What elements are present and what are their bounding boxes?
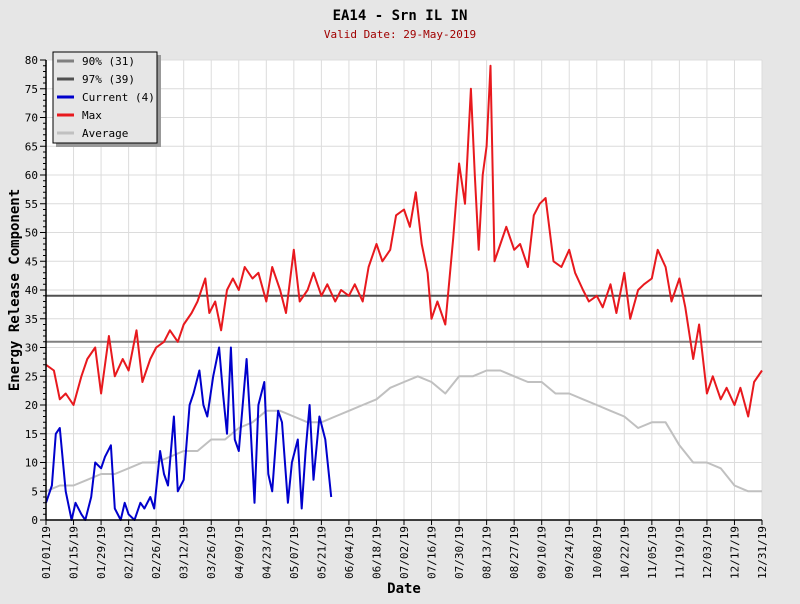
- series-lines: [45, 64, 763, 521]
- legend-label: Max: [82, 109, 102, 122]
- series-line-current: [45, 346, 333, 521]
- x-tick-label: 04/23/19: [260, 526, 273, 579]
- x-tick-label: 11/05/19: [646, 526, 659, 579]
- x-tick-label: 07/16/19: [426, 526, 439, 579]
- x-tick-label: 06/04/19: [343, 526, 356, 579]
- y-axis-label: Energy Release Component: [7, 189, 23, 391]
- series-line-average: [45, 369, 762, 493]
- series-line-max: [45, 64, 763, 418]
- legend-label: 97% (39): [82, 73, 135, 86]
- y-tick-label: 20: [25, 399, 38, 412]
- x-tick-label: 07/02/19: [398, 526, 411, 579]
- grid: [45, 59, 763, 521]
- y-tick-label: 60: [25, 169, 38, 182]
- y-tick-label: 50: [25, 227, 38, 240]
- x-tick-label: 11/19/19: [673, 526, 686, 579]
- y-tick-label: 75: [25, 83, 38, 96]
- y-tick-label: 45: [25, 255, 38, 268]
- y-tick-label: 55: [25, 198, 38, 211]
- y-tick-label: 30: [25, 342, 38, 355]
- y-tick-label: 35: [25, 313, 38, 326]
- axes: 0 5 10 15 20 25 30 35 40 45 50 55 60 65 70 75 80 01/01/19…: [25, 54, 769, 579]
- y-tick-label: 80: [25, 54, 38, 67]
- y-tick-label: 40: [25, 284, 38, 297]
- y-tick-label: 70: [25, 112, 38, 125]
- x-tick-label: 07/30/19: [453, 526, 466, 579]
- x-tick-label: 03/26/19: [205, 526, 218, 579]
- x-tick-label: 01/29/19: [95, 526, 108, 579]
- reference-lines: [46, 294, 762, 343]
- x-tick-label: 09/10/19: [536, 526, 549, 579]
- x-tick-label: 12/17/19: [728, 526, 741, 579]
- x-tick-label: 08/13/19: [481, 526, 494, 579]
- x-tick-label: 08/27/19: [508, 526, 521, 579]
- y-tick-label: 15: [25, 428, 38, 441]
- y-tick-label: 65: [25, 140, 38, 153]
- x-tick-label: 02/26/19: [150, 526, 163, 579]
- x-tick-label: 01/15/19: [68, 526, 81, 579]
- legend-label: 90% (31): [82, 55, 135, 68]
- x-tick-label: 10/08/19: [591, 526, 604, 579]
- x-tick-label: 02/12/19: [123, 526, 136, 579]
- chart-subtitle: Valid Date: 29-May-2019: [324, 28, 476, 41]
- y-tick-label: 25: [25, 370, 38, 383]
- x-tick-label: 09/24/19: [563, 526, 576, 579]
- y-tick-label: 0: [31, 514, 38, 527]
- x-tick-label: 12/31/19: [756, 526, 769, 579]
- x-tick-label: 01/01/19: [40, 526, 53, 579]
- y-tick-label: 5: [31, 485, 38, 498]
- x-tick-label: 10/22/19: [618, 526, 631, 579]
- x-tick-label: 12/03/19: [701, 526, 714, 579]
- legend: 90% (31) 97% (39) Current (4) Max Average: [52, 51, 161, 147]
- x-tick-label: 04/09/19: [233, 526, 246, 579]
- legend-label: Average: [82, 127, 128, 140]
- x-tick-label: 05/07/19: [288, 526, 301, 579]
- chart-title: EA14 - Srn IL IN: [333, 8, 468, 24]
- x-tick-label: 06/18/19: [370, 526, 383, 579]
- x-tick-label: 03/12/19: [178, 526, 191, 579]
- y-tick-label: 10: [25, 457, 38, 470]
- x-axis-label: Date: [387, 581, 421, 597]
- x-tick-label: 05/21/19: [315, 526, 328, 579]
- legend-label: Current (4): [82, 91, 155, 104]
